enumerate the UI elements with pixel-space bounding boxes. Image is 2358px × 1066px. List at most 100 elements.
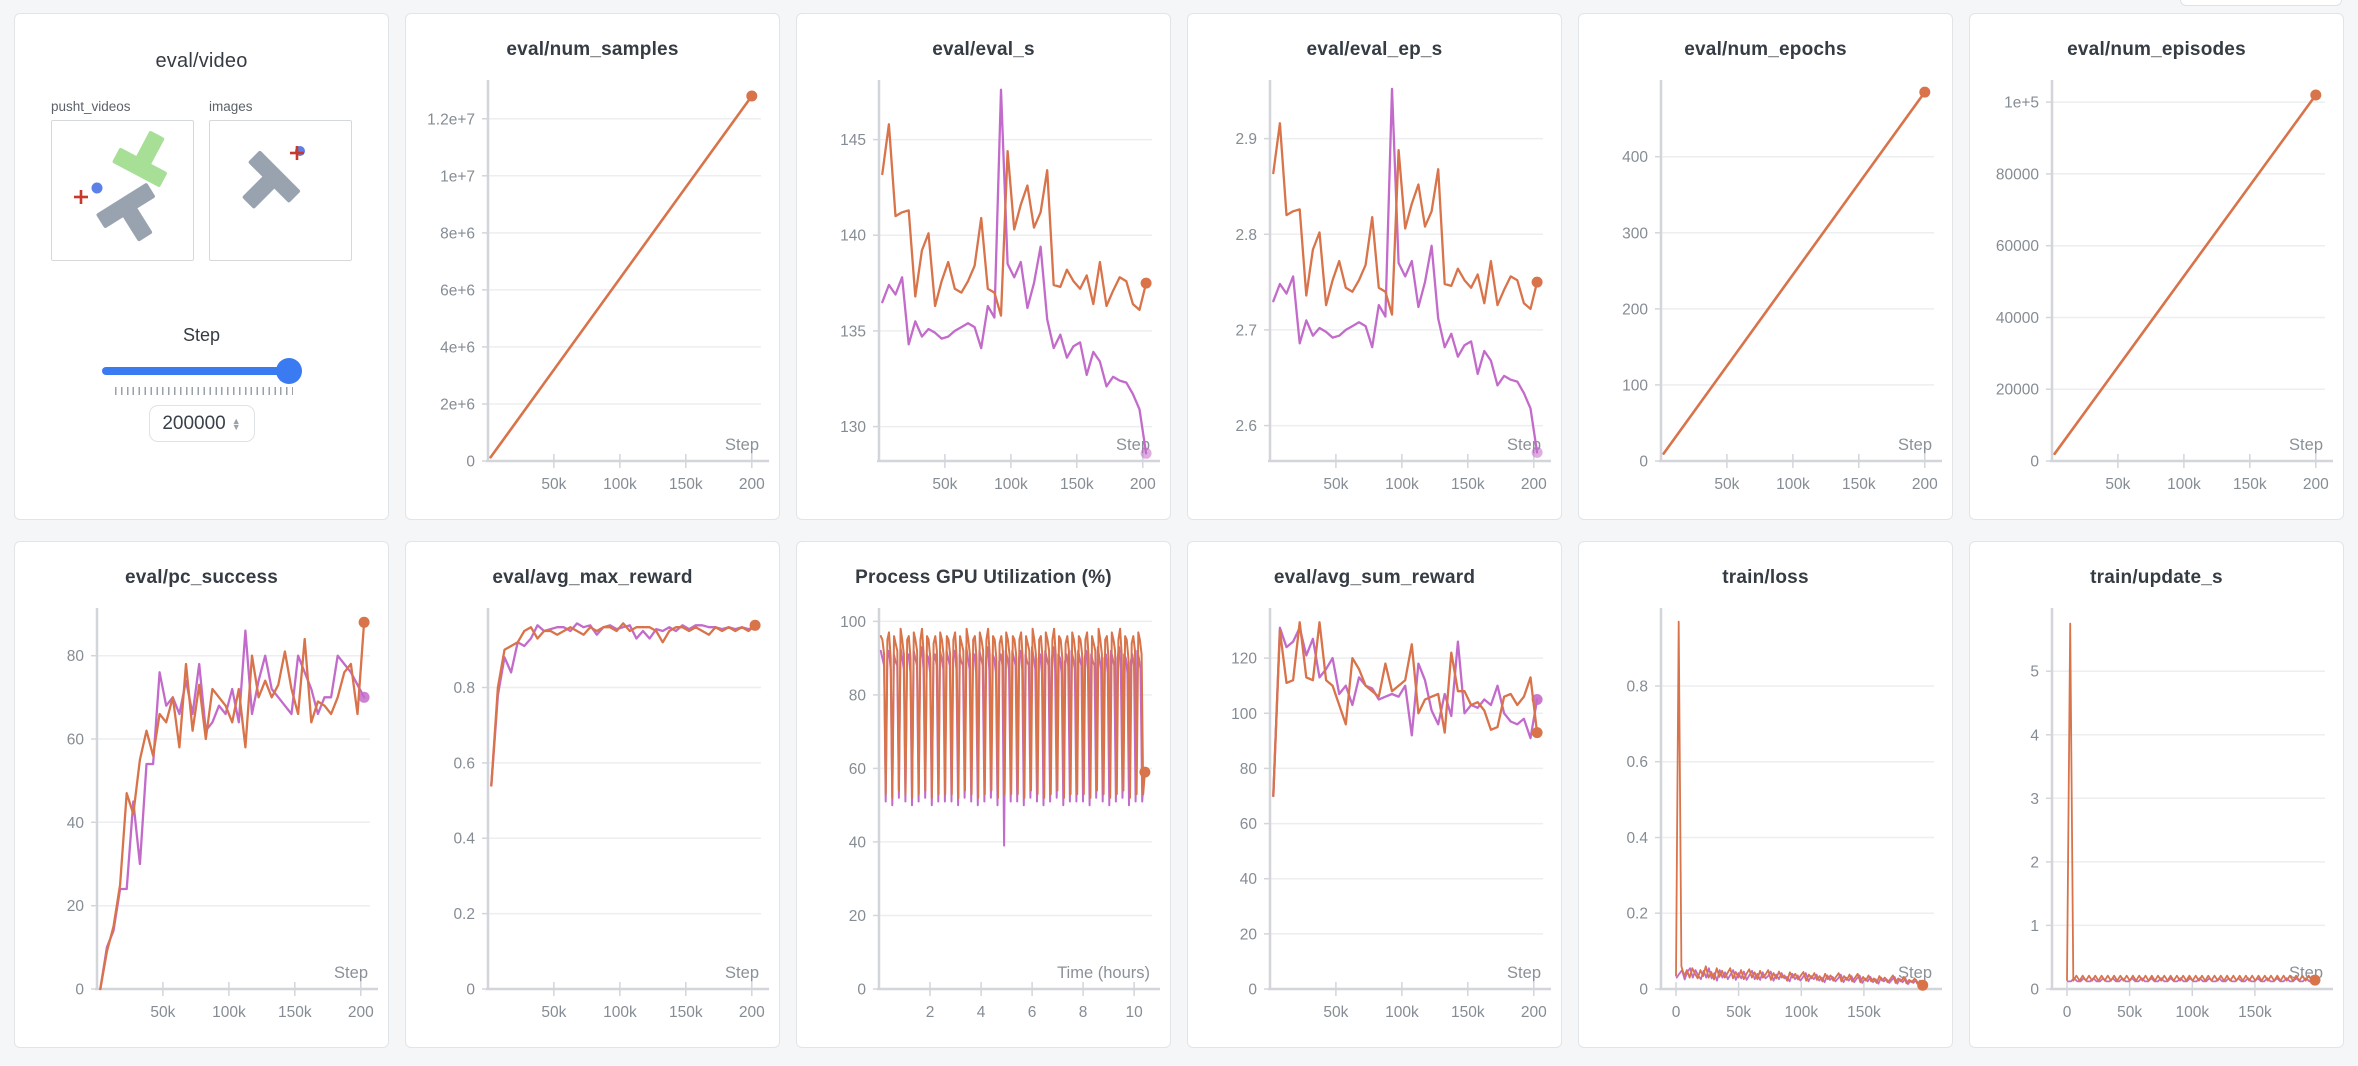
svg-text:100: 100 xyxy=(1231,706,1257,723)
panel-title: train/loss xyxy=(1722,567,1809,588)
step-slider[interactable] xyxy=(101,358,302,384)
svg-text:Step: Step xyxy=(2289,436,2323,454)
svg-text:400: 400 xyxy=(1622,149,1648,166)
step-spinner[interactable]: ▲ ▼ xyxy=(231,415,241,432)
chart-canvas[interactable]: 130 135 140 145 50k 100k 150k 200 Step xyxy=(797,74,1170,513)
panel-title: eval/avg_max_reward xyxy=(492,567,693,588)
svg-text:100: 100 xyxy=(1622,377,1648,394)
media-images: images xyxy=(209,99,352,261)
svg-text:150k: 150k xyxy=(1451,476,1485,493)
svg-text:6e+6: 6e+6 xyxy=(440,282,475,299)
svg-text:0.2: 0.2 xyxy=(1626,906,1648,923)
svg-text:0: 0 xyxy=(466,982,475,999)
step-input[interactable]: 200000 ▲ ▼ xyxy=(148,405,255,442)
svg-text:0.4: 0.4 xyxy=(453,831,475,848)
step-control: Step 200000 ▲ ▼ xyxy=(15,325,388,442)
svg-text:0: 0 xyxy=(1639,982,1648,999)
step-slider-label: Step xyxy=(182,325,221,345)
svg-text:200: 200 xyxy=(739,1004,765,1021)
svg-text:150k: 150k xyxy=(1451,1004,1485,1021)
svg-text:Step: Step xyxy=(725,436,759,454)
svg-text:2.8: 2.8 xyxy=(1235,227,1257,244)
panel-eval-video: eval/video pusht_videos xyxy=(14,13,389,520)
svg-text:80: 80 xyxy=(67,648,85,665)
chart-canvas[interactable]: 0 2e+6 4e+6 6e+6 8e+6 1e+7 1.2e+7 50k 100k 150k 20… xyxy=(406,74,779,513)
svg-text:145: 145 xyxy=(840,132,866,149)
svg-text:40000: 40000 xyxy=(1996,310,2039,327)
svg-text:100k: 100k xyxy=(1385,1004,1419,1021)
panel-title: eval/avg_sum_reward xyxy=(1273,567,1476,588)
svg-text:50k: 50k xyxy=(2117,1004,2142,1021)
svg-text:100k: 100k xyxy=(2167,476,2201,493)
slider-thumb[interactable] xyxy=(275,358,302,384)
chart-canvas[interactable]: 0 1 2 3 4 5 0 50k 100k 150k Step xyxy=(1970,602,2343,1041)
slider-track[interactable] xyxy=(101,367,296,375)
svg-text:2.6: 2.6 xyxy=(1235,418,1257,435)
panel-eval-pc-success: eval/pc_success 0 20 40 60 80 50k 100k 150k 200 S… xyxy=(14,541,389,1048)
svg-text:Step: Step xyxy=(1116,436,1150,454)
svg-text:200: 200 xyxy=(1912,476,1938,493)
svg-text:50k: 50k xyxy=(1726,1004,1751,1021)
media-label: images xyxy=(209,99,253,114)
panel-title: eval/pc_success xyxy=(124,567,278,588)
svg-text:0: 0 xyxy=(2030,454,2039,471)
spinner-up-icon[interactable]: ▲ xyxy=(231,415,241,426)
step-value: 200000 xyxy=(162,412,226,434)
svg-text:80: 80 xyxy=(849,687,867,704)
panel-eval-num-epochs: eval/num_epochs 0 100 200 300 400 50k 100k 150k… xyxy=(1578,13,1953,520)
video-thumbnail-pusht[interactable] xyxy=(51,120,194,261)
svg-text:20: 20 xyxy=(1240,926,1258,943)
svg-text:Step: Step xyxy=(334,964,368,982)
chart-canvas[interactable]: 0 20 40 60 80 50k 100k 150k 200 Step xyxy=(15,602,388,1041)
chart-canvas[interactable]: 0 0.2 0.4 0.6 0.8 0 50k 100k 150k Step xyxy=(1579,602,1952,1041)
panel-title: train/update_s xyxy=(2090,567,2223,588)
panel-gpu-utilization: Process GPU Utilization (%) 0 20 40 60 80 100… xyxy=(796,541,1171,1048)
spinner-down-icon[interactable]: ▼ xyxy=(231,421,241,432)
chart-canvas[interactable]: 0 20000 40000 60000 80000 1e+5 50k 100k 150k 200 S… xyxy=(1970,74,2343,513)
panel-eval-num-samples: eval/num_samples 0 2e+6 4e+6 6e+6 8e+6 1e+7 1.… xyxy=(405,13,780,520)
svg-text:0.4: 0.4 xyxy=(1626,830,1648,847)
svg-text:100k: 100k xyxy=(1385,476,1419,493)
svg-text:80: 80 xyxy=(1240,761,1258,778)
chart-canvas[interactable]: 0 100 200 300 400 50k 100k 150k 200 Step xyxy=(1579,74,1952,513)
svg-text:50k: 50k xyxy=(932,476,957,493)
svg-text:200: 200 xyxy=(2303,476,2329,493)
svg-text:Step: Step xyxy=(1898,964,1932,982)
svg-text:60: 60 xyxy=(67,732,85,749)
svg-text:100k: 100k xyxy=(1784,1004,1818,1021)
svg-text:10: 10 xyxy=(1125,1004,1143,1021)
svg-text:2: 2 xyxy=(926,1004,935,1021)
panel-eval-avg-max-reward: eval/avg_max_reward 0 0.2 0.4 0.6 0.8 50k 100k… xyxy=(405,541,780,1048)
svg-text:0: 0 xyxy=(1248,982,1257,999)
chart-canvas[interactable]: 0 0.2 0.4 0.6 0.8 50k 100k 150k 200 Step xyxy=(406,602,779,1041)
svg-text:200: 200 xyxy=(739,476,765,493)
svg-text:2: 2 xyxy=(2030,854,2039,871)
media-label: pusht_videos xyxy=(51,99,131,114)
svg-text:0: 0 xyxy=(1639,454,1648,471)
svg-text:0.2: 0.2 xyxy=(453,906,475,923)
svg-text:2.7: 2.7 xyxy=(1235,322,1257,339)
panel-eval-avg-sum-reward: eval/avg_sum_reward 0 20 40 60 80 100 120 50k 10… xyxy=(1187,541,1562,1048)
svg-text:150k: 150k xyxy=(2238,1004,2272,1021)
svg-text:130: 130 xyxy=(840,419,866,436)
image-thumbnail[interactable] xyxy=(209,120,352,261)
svg-text:0: 0 xyxy=(75,982,84,999)
svg-text:40: 40 xyxy=(67,815,85,832)
svg-text:135: 135 xyxy=(840,323,866,340)
svg-text:150k: 150k xyxy=(2233,476,2267,493)
chart-canvas[interactable]: 2.6 2.7 2.8 2.9 50k 100k 150k 200 Step xyxy=(1188,74,1561,513)
chart-canvas[interactable]: 0 20 40 60 80 100 2 4 6 8 10 Time (hours) xyxy=(797,602,1170,1041)
svg-text:Step: Step xyxy=(1507,964,1541,982)
svg-text:0.8: 0.8 xyxy=(453,680,475,697)
svg-text:40: 40 xyxy=(1240,871,1258,888)
svg-text:100k: 100k xyxy=(603,476,637,493)
svg-text:300: 300 xyxy=(1622,225,1648,242)
svg-text:100k: 100k xyxy=(1776,476,1810,493)
svg-text:200: 200 xyxy=(1521,476,1547,493)
svg-text:2.9: 2.9 xyxy=(1235,131,1257,148)
chart-canvas[interactable]: 0 20 40 60 80 100 120 50k 100k 150k 200 Step xyxy=(1188,602,1561,1041)
cropped-panel-edge xyxy=(2180,0,2342,6)
svg-text:150k: 150k xyxy=(1842,476,1876,493)
svg-text:0.8: 0.8 xyxy=(1626,679,1648,696)
